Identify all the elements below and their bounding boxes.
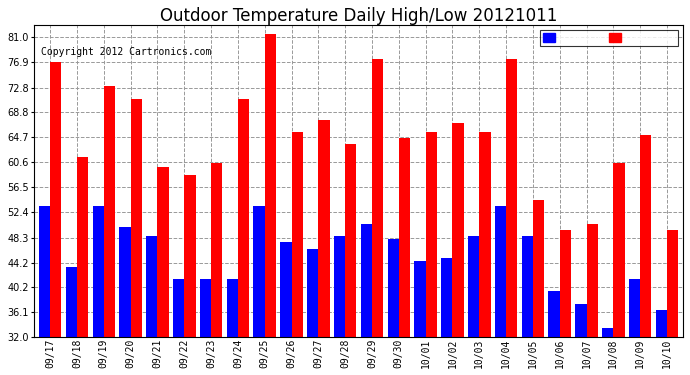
Bar	[92, 206, 104, 337]
Bar	[602, 328, 613, 337]
Bar	[522, 236, 533, 337]
Bar	[399, 138, 410, 337]
Bar	[50, 63, 61, 337]
Bar	[119, 227, 130, 337]
Bar	[318, 120, 330, 337]
Bar	[453, 123, 464, 337]
Bar	[372, 59, 383, 337]
Bar	[184, 175, 195, 337]
Bar	[66, 267, 77, 337]
Bar	[238, 99, 249, 337]
Text: Copyright 2012 Cartronics.com: Copyright 2012 Cartronics.com	[41, 47, 211, 57]
Bar	[104, 86, 115, 337]
Bar	[549, 291, 560, 337]
Title: Outdoor Temperature Daily High/Low 20121011: Outdoor Temperature Daily High/Low 20121…	[160, 7, 558, 25]
Bar	[361, 224, 372, 337]
Legend: Low  (°F), High  (°F): Low (°F), High (°F)	[540, 30, 678, 46]
Bar	[265, 34, 276, 337]
Bar	[415, 261, 426, 337]
Bar	[226, 279, 238, 337]
Bar	[495, 206, 506, 337]
Bar	[468, 236, 480, 337]
Bar	[426, 132, 437, 337]
Bar	[480, 132, 491, 337]
Bar	[280, 242, 292, 337]
Bar	[307, 249, 318, 337]
Bar	[345, 144, 357, 337]
Bar	[656, 310, 667, 337]
Bar	[640, 135, 651, 337]
Bar	[200, 279, 211, 337]
Bar	[560, 230, 571, 337]
Bar	[586, 224, 598, 337]
Bar	[575, 304, 586, 337]
Bar	[253, 206, 265, 337]
Bar	[146, 236, 157, 337]
Bar	[292, 132, 303, 337]
Bar	[211, 163, 222, 337]
Bar	[506, 59, 518, 337]
Bar	[39, 206, 50, 337]
Bar	[157, 167, 169, 337]
Bar	[441, 258, 453, 337]
Bar	[173, 279, 184, 337]
Bar	[77, 157, 88, 337]
Bar	[334, 236, 345, 337]
Bar	[388, 239, 399, 337]
Bar	[667, 230, 678, 337]
Bar	[613, 163, 624, 337]
Bar	[533, 200, 544, 337]
Bar	[629, 279, 640, 337]
Bar	[130, 99, 142, 337]
